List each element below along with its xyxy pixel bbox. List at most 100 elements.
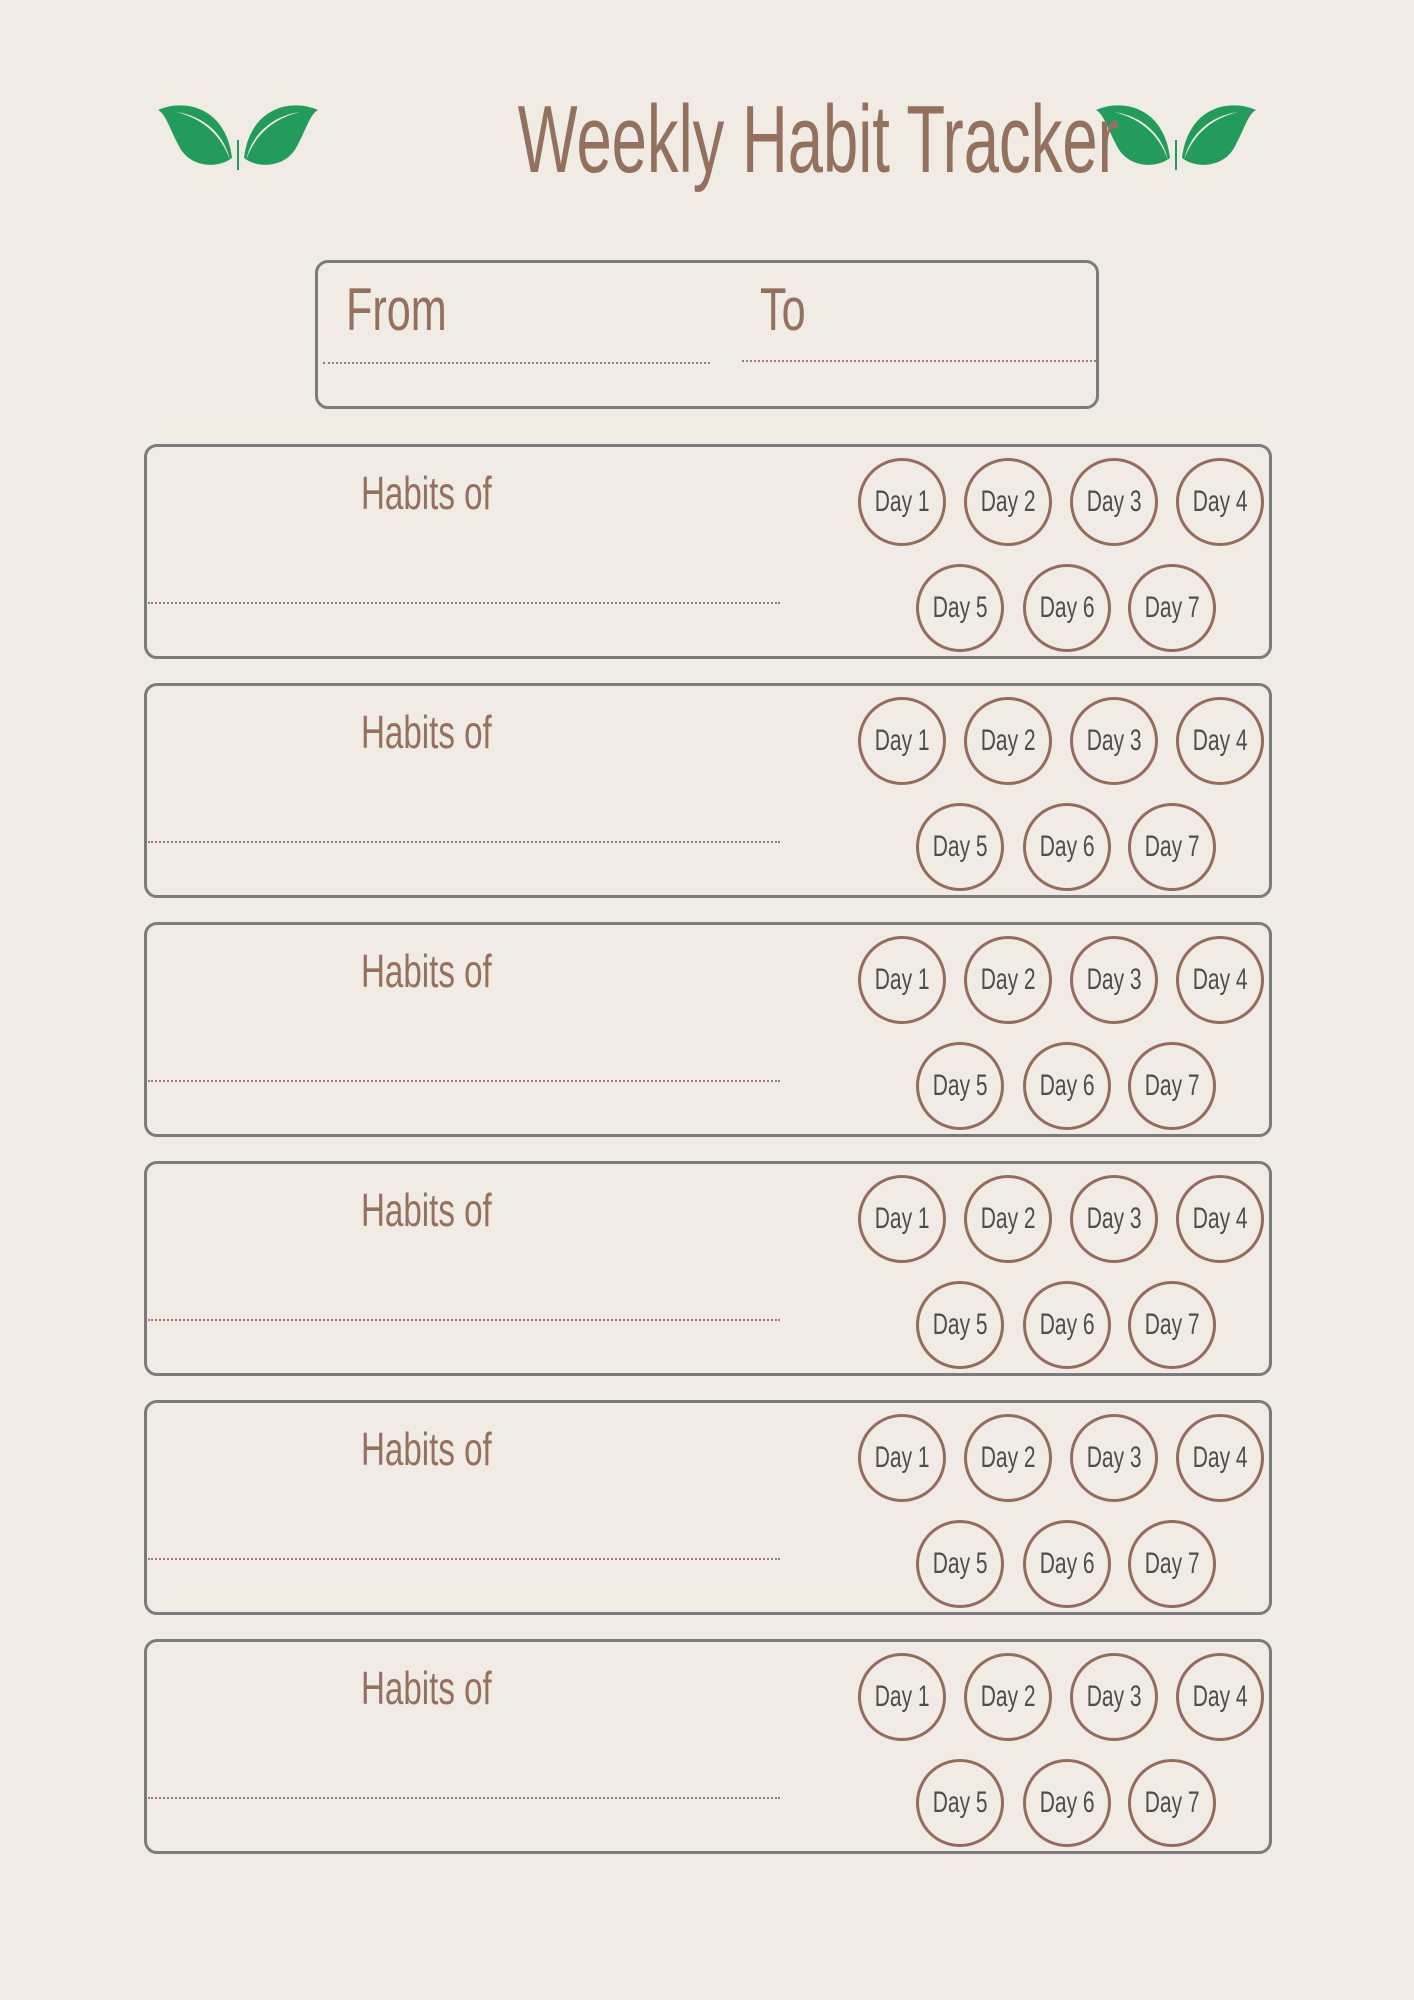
day-5-circle[interactable]: Day 5 (916, 564, 1004, 652)
day-3-circle[interactable]: Day 3 (1070, 1653, 1158, 1741)
habit-section: Habits of Day 1 Day 2 Day 3 Day 4 Day 5 Day 6… (144, 683, 1272, 898)
day-5-circle[interactable]: Day 5 (916, 1520, 1004, 1608)
day-label: Day 1 (874, 485, 930, 518)
day-label: Day 6 (1039, 830, 1095, 863)
day-7-circle[interactable]: Day 7 (1128, 1042, 1216, 1130)
day-label: Day 3 (1086, 963, 1142, 996)
day-label: Day 5 (932, 591, 988, 624)
habit-section: Habits of Day 1 Day 2 Day 3 Day 4 Day 5 Day 6… (144, 1400, 1272, 1615)
from-input-line[interactable] (323, 362, 710, 364)
day-5-circle[interactable]: Day 5 (916, 1759, 1004, 1847)
habit-label: Habits of (361, 467, 492, 519)
day-1-circle[interactable]: Day 1 (858, 697, 946, 785)
day-label: Day 4 (1192, 1202, 1248, 1235)
page-title: Weekly Habit Tracker (363, 80, 1119, 210)
day-4-circle[interactable]: Day 4 (1176, 936, 1264, 1024)
day-label: Day 2 (980, 485, 1036, 518)
day-4-circle[interactable]: Day 4 (1176, 697, 1264, 785)
day-3-circle[interactable]: Day 3 (1070, 697, 1158, 785)
day-label: Day 5 (932, 830, 988, 863)
day-label: Day 3 (1086, 485, 1142, 518)
day-4-circle[interactable]: Day 4 (1176, 458, 1264, 546)
habit-name-line[interactable] (148, 1558, 780, 1560)
day-7-circle[interactable]: Day 7 (1128, 1759, 1216, 1847)
day-label: Day 5 (932, 1308, 988, 1341)
day-label: Day 4 (1192, 485, 1248, 518)
day-2-circle[interactable]: Day 2 (964, 1175, 1052, 1263)
day-label: Day 7 (1144, 830, 1200, 863)
habit-label: Habits of (361, 1423, 492, 1475)
day-3-circle[interactable]: Day 3 (1070, 458, 1158, 546)
day-label: Day 1 (874, 1441, 930, 1474)
leaf-pair-icon (1096, 105, 1256, 170)
to-label: To (760, 276, 806, 343)
day-3-circle[interactable]: Day 3 (1070, 1175, 1158, 1263)
day-7-circle[interactable]: Day 7 (1128, 803, 1216, 891)
day-label: Day 2 (980, 963, 1036, 996)
day-label: Day 2 (980, 1441, 1036, 1474)
day-label: Day 1 (874, 1680, 930, 1713)
day-7-circle[interactable]: Day 7 (1128, 1281, 1216, 1369)
day-label: Day 2 (980, 724, 1036, 757)
habit-name-line[interactable] (148, 841, 780, 843)
day-label: Day 2 (980, 1680, 1036, 1713)
habit-name-line[interactable] (148, 1319, 780, 1321)
day-2-circle[interactable]: Day 2 (964, 1414, 1052, 1502)
habit-name-line[interactable] (148, 1080, 780, 1082)
day-2-circle[interactable]: Day 2 (964, 936, 1052, 1024)
day-3-circle[interactable]: Day 3 (1070, 1414, 1158, 1502)
habit-label: Habits of (361, 945, 492, 997)
day-4-circle[interactable]: Day 4 (1176, 1414, 1264, 1502)
day-5-circle[interactable]: Day 5 (916, 1042, 1004, 1130)
habit-name-line[interactable] (148, 602, 780, 604)
day-7-circle[interactable]: Day 7 (1128, 564, 1216, 652)
day-1-circle[interactable]: Day 1 (858, 1414, 946, 1502)
date-range-box: From To (315, 260, 1099, 409)
day-label: Day 7 (1144, 1308, 1200, 1341)
day-6-circle[interactable]: Day 6 (1023, 564, 1111, 652)
day-label: Day 2 (980, 1202, 1036, 1235)
day-label: Day 3 (1086, 1202, 1142, 1235)
day-6-circle[interactable]: Day 6 (1023, 1759, 1111, 1847)
day-4-circle[interactable]: Day 4 (1176, 1653, 1264, 1741)
habit-section: Habits of Day 1 Day 2 Day 3 Day 4 Day 5 Day 6… (144, 1161, 1272, 1376)
day-1-circle[interactable]: Day 1 (858, 936, 946, 1024)
day-label: Day 4 (1192, 724, 1248, 757)
day-label: Day 5 (932, 1786, 988, 1819)
day-label: Day 6 (1039, 1308, 1095, 1341)
day-2-circle[interactable]: Day 2 (964, 1653, 1052, 1741)
day-label: Day 4 (1192, 963, 1248, 996)
page-title-text: Weekly Habit Tracker (517, 86, 1119, 193)
leaf-pair-icon (158, 105, 318, 170)
day-label: Day 1 (874, 724, 930, 757)
day-1-circle[interactable]: Day 1 (858, 1175, 946, 1263)
day-6-circle[interactable]: Day 6 (1023, 1042, 1111, 1130)
habit-section: Habits of Day 1 Day 2 Day 3 Day 4 Day 5 Day 6… (144, 922, 1272, 1137)
day-5-circle[interactable]: Day 5 (916, 1281, 1004, 1369)
day-label: Day 6 (1039, 1547, 1095, 1580)
habit-name-line[interactable] (148, 1797, 780, 1799)
day-label: Day 6 (1039, 591, 1095, 624)
day-6-circle[interactable]: Day 6 (1023, 1281, 1111, 1369)
day-label: Day 4 (1192, 1680, 1248, 1713)
day-label: Day 7 (1144, 1786, 1200, 1819)
from-label: From (346, 276, 447, 343)
day-6-circle[interactable]: Day 6 (1023, 803, 1111, 891)
day-6-circle[interactable]: Day 6 (1023, 1520, 1111, 1608)
day-label: Day 1 (874, 1202, 930, 1235)
day-label: Day 6 (1039, 1786, 1095, 1819)
day-label: Day 1 (874, 963, 930, 996)
day-2-circle[interactable]: Day 2 (964, 697, 1052, 785)
day-label: Day 6 (1039, 1069, 1095, 1102)
to-input-line[interactable] (742, 360, 1096, 362)
day-label: Day 3 (1086, 1441, 1142, 1474)
day-3-circle[interactable]: Day 3 (1070, 936, 1158, 1024)
day-1-circle[interactable]: Day 1 (858, 1653, 946, 1741)
day-7-circle[interactable]: Day 7 (1128, 1520, 1216, 1608)
day-label: Day 7 (1144, 1547, 1200, 1580)
day-1-circle[interactable]: Day 1 (858, 458, 946, 546)
day-label: Day 7 (1144, 1069, 1200, 1102)
day-5-circle[interactable]: Day 5 (916, 803, 1004, 891)
day-4-circle[interactable]: Day 4 (1176, 1175, 1264, 1263)
day-2-circle[interactable]: Day 2 (964, 458, 1052, 546)
